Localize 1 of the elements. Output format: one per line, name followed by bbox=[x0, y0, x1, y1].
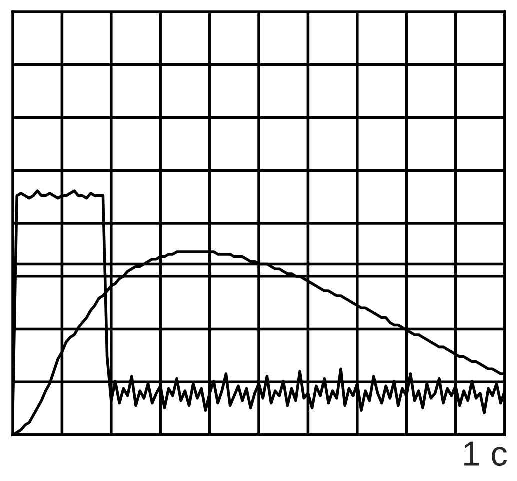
text: 1 c bbox=[464, 442, 508, 466]
